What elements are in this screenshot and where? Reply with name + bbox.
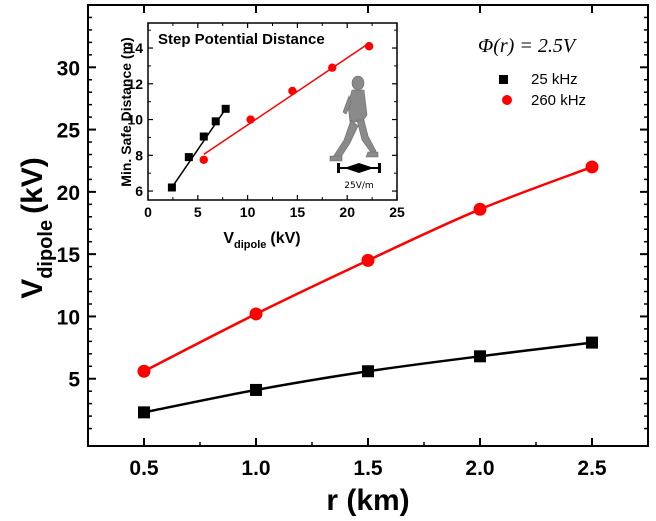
svg-text:Min. Safe Distance (m): Min. Safe Distance (m) [118,37,134,186]
x-tick-label: 0.5 [129,457,159,480]
inset-x-tick-label: 10 [240,204,256,220]
y-tick-label: 15 [57,244,81,267]
legend-marker-25khz [499,75,508,84]
walking-person-icon [329,75,379,162]
x-axis-title: r (km) [326,484,409,517]
y-tick-label: 20 [57,182,80,205]
data-point-25-khz [138,406,150,419]
svg-text:Vdipole(kV): Vdipole (kV) [16,157,57,299]
data-point-260-khz [585,160,599,174]
y-axis-title-main: V [16,279,49,299]
data-point-260-khz [249,307,263,321]
inset-data-point-260-khz [364,42,374,51]
inset-x-tick-label: 15 [290,204,306,220]
y-axis-title-sub: dipole [35,220,57,279]
data-point-25-khz [362,365,374,378]
inset-y-tick-label: 6 [135,183,143,199]
legend-label-260khz: 260 kHz [531,92,586,109]
inset-x-axis-title: Vdipole (kV) [223,230,300,251]
field-strength-label: 25V/m [344,181,373,191]
inset-data-point-25-khz [211,117,220,126]
inset-data-point-260-khz [246,115,255,124]
inset-data-point-260-khz [199,155,208,164]
data-point-260-khz [137,364,151,378]
x-tick-label: 1.0 [241,457,270,480]
y-axis-title: Vdipole (kV) [16,157,57,299]
inset-y-tick-label: 12 [127,76,143,92]
step-distance-arrow-icon [337,163,381,173]
inset-data-point-260-khz [288,86,297,96]
inset-fit-line-260-khz [203,43,368,156]
inset-y-tick-label: 8 [135,147,143,163]
legend-marker-260khz [502,95,512,105]
inset-data-point-25-khz [199,132,208,141]
y-tick-label: 5 [68,369,80,392]
data-point-25-khz [586,336,598,349]
inset-x-tick-label: 25 [389,204,405,220]
data-point-260-khz [361,253,375,267]
main-marks [137,160,599,419]
y-tick-label: 10 [57,306,80,329]
y-axis-title-unit: (kV) [16,157,49,214]
inset-title: Step Potential Distance [158,31,325,48]
phi-annotation: Φ(r) = 2.5V [478,35,578,57]
legend-label-25khz: 25 kHz [531,71,578,88]
y-tick-label: 30 [57,57,80,80]
inset-data-point-25-khz [221,104,230,113]
inset-data-point-25-khz [184,153,193,162]
inset-data-point-260-khz [328,63,337,72]
inset-marks [167,42,374,192]
y-tick-label: 25 [57,120,81,143]
inset-x-tick-label: 5 [194,204,202,220]
inset-x-tick-label: 0 [144,204,152,220]
data-point-260-khz [473,202,487,216]
x-tick-label: 1.5 [353,457,383,480]
inset-y-axis-title: Min. Safe Distance (m) [118,37,134,186]
data-point-25-khz [474,350,486,363]
x-tick-label: 2.5 [577,457,607,480]
x-tick-label: 2.0 [465,457,494,480]
inset-x-tick-label: 20 [339,204,355,220]
inset-data-point-25-khz [167,183,176,192]
series-line-25-khz [143,341,593,414]
inset-y-tick-label: 14 [127,40,143,56]
inset-ticks: 0 5 10 15 20 25 6 8 10 12 14 [127,23,405,220]
inset-y-tick-label: 10 [127,112,143,128]
data-point-25-khz [250,383,262,396]
main-ticks: 0.5 1.0 1.5 2.0 2.5 5 10 15 20 25 30 [57,5,649,480]
